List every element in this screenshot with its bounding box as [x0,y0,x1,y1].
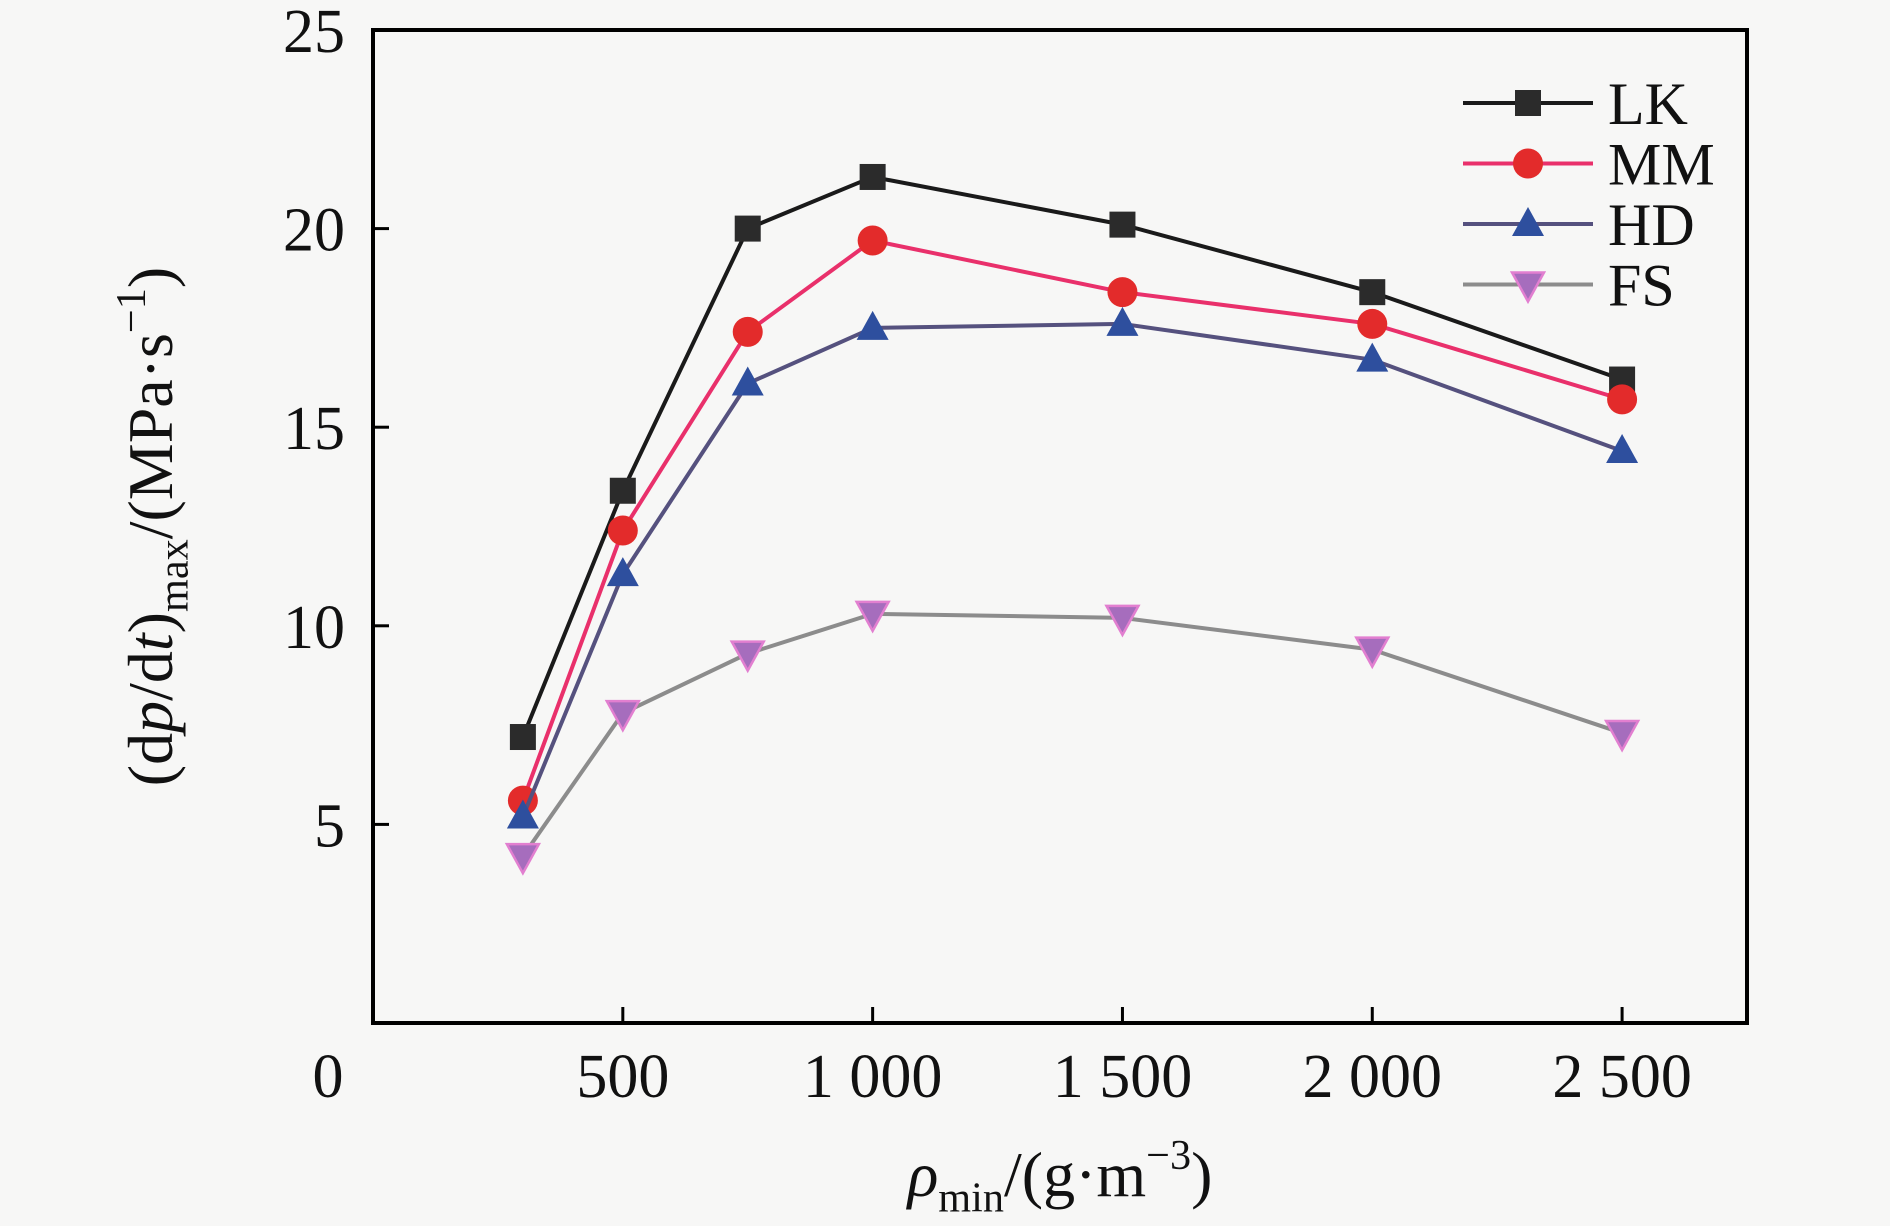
x-axis: 0 500 1 000 1 500 2 000 2 500 [313,1007,1692,1111]
marker-HD [1356,342,1389,372]
marker-HD [1606,434,1639,464]
legend-item-FS: FS [1463,253,1675,319]
marker-MM [857,225,888,256]
marker-LK [859,163,886,190]
plot-frame [371,28,1749,1025]
marker-FS [1104,604,1141,638]
legend-label-MM: MM [1608,132,1715,198]
x-tick-label: 1 500 [1053,1043,1193,1111]
legend-item-HD: HD [1463,192,1695,258]
marker-HD [606,557,639,587]
x-tick-label: 1 000 [803,1043,943,1111]
y-tick-label: 20 [283,197,345,265]
marker-LK [509,724,536,751]
y-tick-label: 15 [283,395,345,463]
x-axis-label: ρmin/(g·m−3) [906,1132,1213,1221]
marker-LK [609,477,636,504]
legend-label-FS: FS [1608,253,1675,319]
legend-label-LK: LK [1608,71,1688,137]
legend-marker-HD [1512,207,1544,236]
marker-FS [1603,719,1641,753]
marker-LK [734,215,761,242]
marker-MM [1357,308,1388,339]
y-tick-label: 5 [314,792,345,860]
marker-FS [604,699,641,733]
marker-HD [731,366,764,396]
x-tick-label: 2 000 [1303,1043,1443,1111]
marker-FS [854,600,891,634]
marker-LK [1109,211,1136,238]
series-LK [509,163,1636,751]
x-tick-label: 0 [313,1043,344,1111]
marker-FS [504,842,542,876]
legend-item-LK: LK [1463,71,1688,137]
marker-HD [856,310,889,340]
marker-HD [506,799,539,829]
x-tick-label: 2 500 [1552,1043,1692,1111]
series-FS [504,600,1641,876]
marker-LK [1359,279,1386,306]
x-tick-label: 500 [576,1043,669,1111]
marker-MM [607,515,638,546]
legend-label-HD: HD [1608,192,1695,258]
series-HD [506,306,1639,829]
marker-FS [729,640,766,674]
marker-MM [1107,277,1138,308]
marker-MM [732,316,763,347]
y-tick-label: 25 [283,0,345,66]
marker-HD [1106,306,1139,336]
legend-item-MM: MM [1463,132,1715,198]
legend-marker-MM [1513,148,1543,179]
legend-marker-FS [1509,271,1547,305]
series-MM [507,225,1638,816]
y-tick-label: 10 [283,594,345,662]
y-axis-label: (dp/dt)max/(MPa·s−1) [108,267,197,786]
marker-MM [1607,384,1638,415]
marker-FS [1354,636,1391,670]
legend-marker-LK [1515,90,1541,116]
y-axis: 5 10 15 20 25 [283,0,389,860]
